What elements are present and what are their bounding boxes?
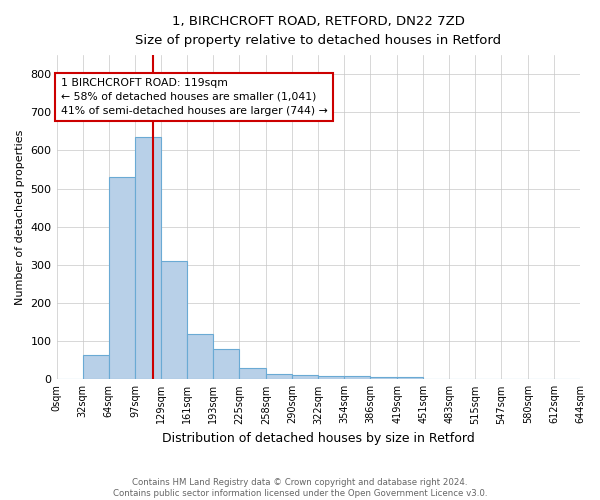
Bar <box>161 261 187 380</box>
Bar <box>136 137 161 380</box>
Bar <box>266 374 292 380</box>
Bar <box>292 376 318 380</box>
Bar <box>239 368 266 380</box>
Y-axis label: Number of detached properties: Number of detached properties <box>15 130 25 305</box>
Bar <box>344 376 370 380</box>
Bar <box>370 378 397 380</box>
Bar <box>83 354 109 380</box>
Bar <box>187 334 214 380</box>
Bar <box>109 177 136 380</box>
Bar <box>214 349 239 380</box>
Title: 1, BIRCHCROFT ROAD, RETFORD, DN22 7ZD
Size of property relative to detached hous: 1, BIRCHCROFT ROAD, RETFORD, DN22 7ZD Si… <box>135 15 502 47</box>
Text: 1 BIRCHCROFT ROAD: 119sqm
← 58% of detached houses are smaller (1,041)
41% of se: 1 BIRCHCROFT ROAD: 119sqm ← 58% of detac… <box>61 78 328 116</box>
Bar <box>318 376 344 380</box>
Text: Contains HM Land Registry data © Crown copyright and database right 2024.
Contai: Contains HM Land Registry data © Crown c… <box>113 478 487 498</box>
Bar <box>397 378 423 380</box>
X-axis label: Distribution of detached houses by size in Retford: Distribution of detached houses by size … <box>162 432 475 445</box>
